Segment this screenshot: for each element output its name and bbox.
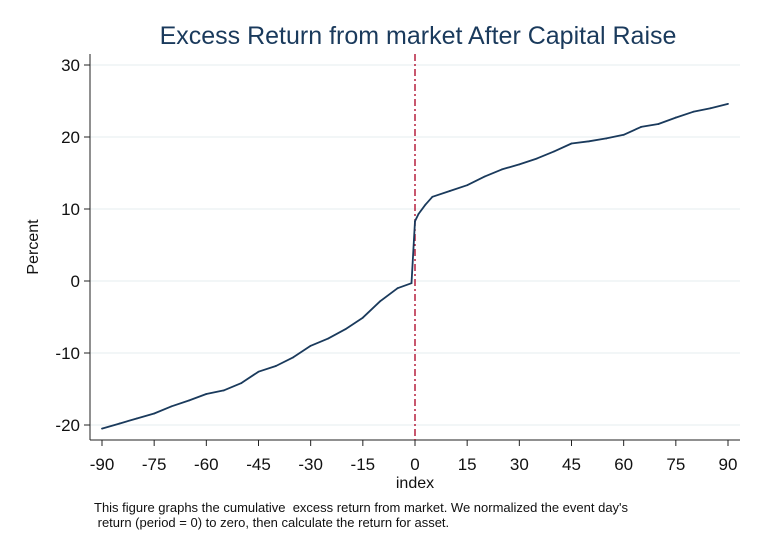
data-point	[153, 412, 156, 415]
data-point	[205, 393, 208, 395]
data-point	[118, 422, 121, 425]
chart-title: Excess Return from market After Capital …	[160, 22, 677, 50]
data-point	[379, 300, 382, 303]
x-axis-label: index	[396, 475, 434, 492]
y-tick-label: -20	[55, 416, 80, 435]
data-point	[727, 102, 729, 105]
data-point	[657, 123, 660, 125]
figure-note: This figure graphs the cumulative excess…	[94, 500, 734, 530]
data-point	[570, 142, 573, 145]
x-tick-label: -45	[246, 455, 271, 474]
x-tick-label: 60	[614, 455, 633, 474]
data-point	[605, 137, 608, 140]
data-point	[292, 356, 295, 359]
data-point	[424, 203, 427, 206]
data-point	[101, 427, 103, 430]
data-point	[309, 344, 312, 347]
y-tick-label: 20	[61, 128, 80, 147]
data-point	[587, 140, 590, 143]
data-point	[483, 175, 486, 178]
data-point	[709, 107, 712, 110]
x-tick-label: 0	[410, 455, 419, 474]
data-point	[257, 370, 260, 373]
data-point	[396, 287, 399, 290]
y-tick-label: 30	[61, 56, 80, 75]
axes: -20 -10 0 10 20 30 -90 -75 -60 -45 -30 -15 0 15 30 45 60…	[55, 54, 740, 474]
data-point	[674, 116, 677, 119]
x-tick-label: 15	[458, 455, 477, 474]
x-tick-label: -15	[351, 455, 376, 474]
data-point	[431, 195, 434, 198]
x-tick-label: -75	[142, 455, 167, 474]
y-axis-label: Percent	[25, 219, 42, 275]
data-point	[240, 382, 243, 385]
data-point	[222, 389, 225, 392]
figure-note-line-2: return (period = 0) to zero, then calcul…	[94, 515, 450, 530]
y-tick-label: -10	[55, 344, 80, 363]
data-point	[692, 110, 695, 113]
data-point	[640, 126, 642, 128]
series-layer	[101, 102, 729, 430]
data-point	[518, 163, 521, 166]
data-point	[417, 213, 420, 215]
data-point	[501, 168, 503, 171]
data-point	[344, 328, 347, 331]
data-point	[188, 399, 190, 402]
data-point	[274, 365, 277, 367]
x-tick-label: 45	[562, 455, 581, 474]
data-point	[170, 405, 173, 408]
data-point	[361, 316, 364, 319]
data-point	[466, 184, 469, 187]
x-tick-label: 75	[666, 455, 685, 474]
data-point	[535, 157, 538, 160]
x-tick-label: 30	[510, 455, 529, 474]
data-point	[448, 190, 451, 192]
data-point	[135, 417, 138, 420]
data-point	[414, 220, 416, 223]
x-tick-label: 90	[719, 455, 738, 474]
y-tick-label: 10	[61, 200, 80, 219]
data-point	[410, 282, 413, 285]
x-tick-label: -90	[90, 455, 115, 474]
data-point	[327, 337, 329, 340]
x-tick-label: -60	[194, 455, 219, 474]
data-point	[622, 133, 625, 136]
y-tick-label: 0	[71, 272, 80, 291]
figure-note-line-1: This figure graphs the cumulative excess…	[94, 500, 629, 515]
series-line	[101, 103, 729, 430]
data-point	[553, 150, 556, 153]
x-tick-label: -30	[298, 455, 323, 474]
